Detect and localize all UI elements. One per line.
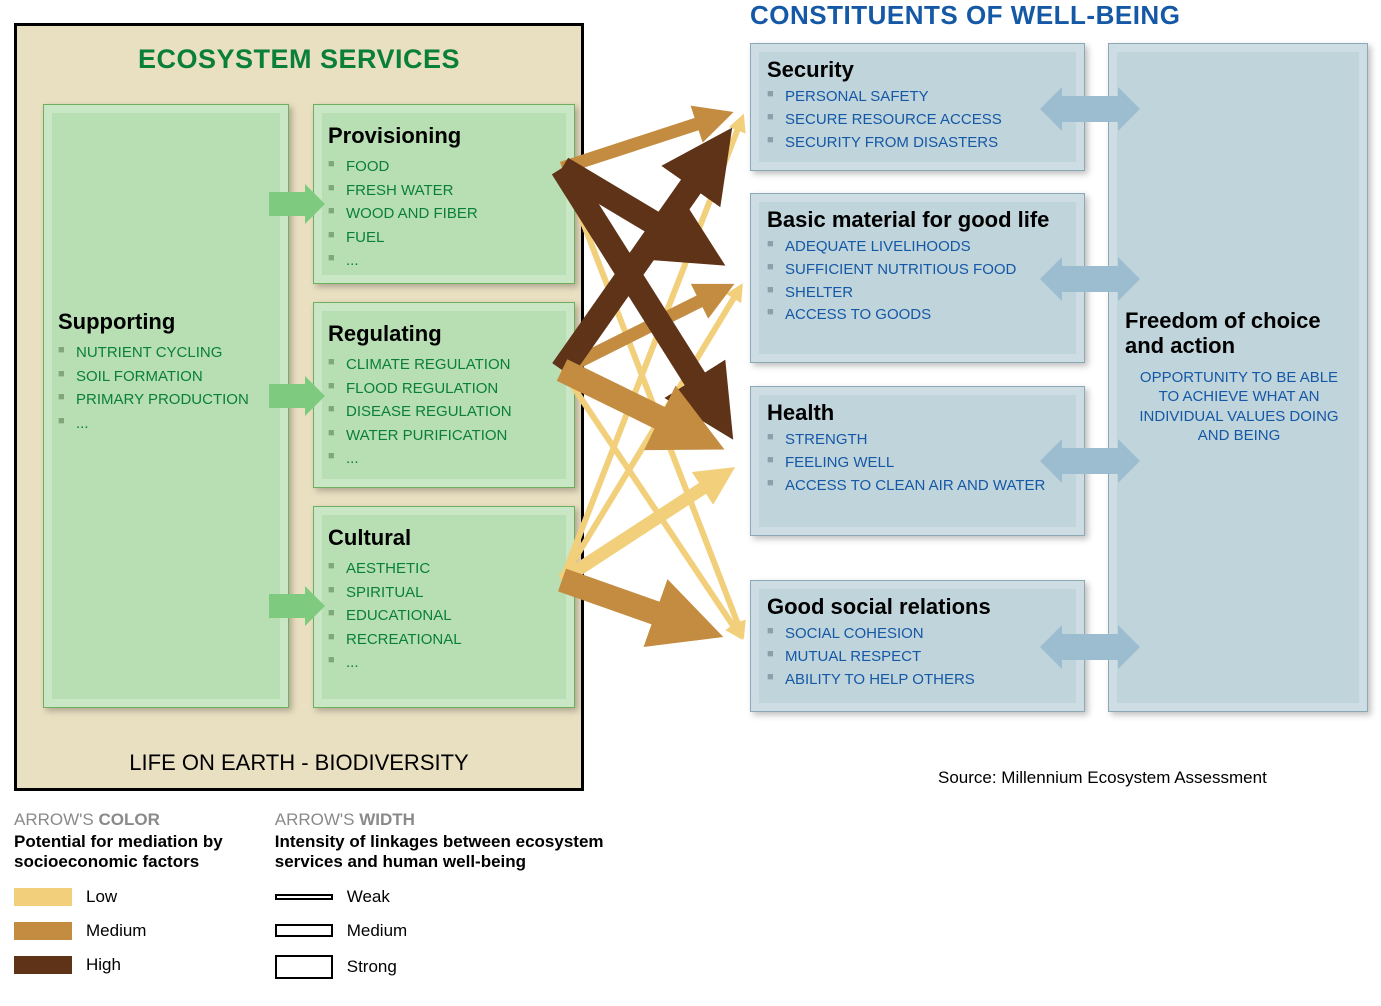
- list-item: ...: [328, 249, 560, 273]
- list-item: SECURE RESOURCE ACCESS: [767, 109, 1070, 132]
- source-label: Source: Millennium Ecosystem Assessment: [938, 768, 1267, 788]
- box-cultural: Cultural AESTHETICSPIRITUALEDUCATIONALRE…: [313, 506, 575, 708]
- health-title: Health: [767, 401, 1070, 425]
- link-arrow: [562, 290, 723, 370]
- legend-color-heading: ARROW'S COLOR: [14, 810, 270, 830]
- health-list: STRENGTHFEELING WELLACCESS TO CLEAN AIR …: [767, 429, 1070, 497]
- legend-width-sub: Intensity of linkages between ecosystem …: [275, 832, 605, 873]
- list-item: RECREATIONAL: [328, 628, 560, 652]
- box-security: Security PERSONAL SAFETYSECURE RESOURCE …: [750, 43, 1085, 171]
- material-list: ADEQUATE LIVELIHOODSSUFFICIENT NUTRITIOU…: [767, 236, 1070, 327]
- regulating-list: CLIMATE REGULATIONFLOOD REGULATIONDISEAS…: [328, 353, 560, 471]
- legend-label: Low: [86, 887, 117, 907]
- list-item: EDUCATIONAL: [328, 604, 560, 628]
- ecosystem-panel: ECOSYSTEM SERVICES Supporting NUTRIENT C…: [14, 23, 584, 791]
- list-item: SOCIAL COHESION: [767, 623, 1070, 646]
- link-arrow: [562, 119, 742, 580]
- list-item: CLIMATE REGULATION: [328, 353, 560, 377]
- legend-swatch: [14, 956, 72, 974]
- link-arrow: [562, 474, 724, 580]
- list-item: FEELING WELL: [767, 452, 1070, 475]
- list-item: STRENGTH: [767, 429, 1070, 452]
- legend: ARROW'S COLOR Potential for mediation by…: [14, 810, 614, 993]
- supporting-title: Supporting: [58, 309, 274, 335]
- biodiversity-label: LIFE ON EARTH - BIODIVERSITY: [17, 750, 581, 776]
- list-item: ABILITY TO HELP OTHERS: [767, 669, 1070, 692]
- list-item: ...: [328, 447, 560, 471]
- security-title: Security: [767, 58, 1070, 82]
- list-item: ...: [58, 412, 274, 436]
- list-item: MUTUAL RESPECT: [767, 646, 1070, 669]
- list-item: SECURITY FROM DISASTERS: [767, 132, 1070, 155]
- list-item: AESTHETIC: [328, 557, 560, 581]
- provisioning-list: FOODFRESH WATERWOOD AND FIBERFUEL...: [328, 155, 560, 273]
- list-item: ...: [328, 651, 560, 675]
- legend-color-sub: Potential for mediation by socioeconomic…: [14, 832, 270, 873]
- legend-color-row: High: [14, 955, 270, 975]
- box-freedom: Freedom of choice and action OPPORTUNITY…: [1108, 43, 1368, 712]
- list-item: ACCESS TO GOODS: [767, 304, 1070, 327]
- legend-color-row: Low: [14, 887, 270, 907]
- box-material: Basic material for good life ADEQUATE LI…: [750, 193, 1085, 363]
- list-item: SUFFICIENT NUTRITIOUS FOOD: [767, 259, 1070, 282]
- list-item: SHELTER: [767, 282, 1070, 305]
- link-arrow: [562, 288, 740, 580]
- regulating-title: Regulating: [328, 321, 560, 347]
- list-item: NUTRIENT CYCLING: [58, 341, 274, 365]
- legend-swatch: [14, 922, 72, 940]
- list-item: ACCESS TO CLEAN AIR AND WATER: [767, 475, 1070, 498]
- legend-label: Medium: [86, 921, 146, 941]
- legend-label: Medium: [347, 921, 407, 941]
- link-arrow: [562, 168, 742, 634]
- list-item: WATER PURIFICATION: [328, 424, 560, 448]
- legend-rect: [275, 924, 333, 937]
- box-supporting: Supporting NUTRIENT CYCLINGSOIL FORMATIO…: [43, 104, 289, 708]
- list-item: FUEL: [328, 226, 560, 250]
- legend-color-row: Medium: [14, 921, 270, 941]
- box-provisioning: Provisioning FOODFRESH WATERWOOD AND FIB…: [313, 104, 575, 284]
- list-item: ADEQUATE LIVELIHOODS: [767, 236, 1070, 259]
- legend-label: Strong: [347, 957, 397, 977]
- link-arrow: [562, 147, 718, 370]
- legend-width-row: Medium: [275, 921, 605, 941]
- legend-width-heading: ARROW'S WIDTH: [275, 810, 605, 830]
- ecosystem-title: ECOSYSTEM SERVICES: [17, 44, 581, 75]
- box-health: Health STRENGTHFEELING WELLACCESS TO CLE…: [750, 386, 1085, 536]
- list-item: FOOD: [328, 155, 560, 179]
- social-list: SOCIAL COHESIONMUTUAL RESPECTABILITY TO …: [767, 623, 1070, 691]
- link-arrow: [562, 370, 739, 635]
- list-item: SPIRITUAL: [328, 581, 560, 605]
- list-item: WOOD AND FIBER: [328, 202, 560, 226]
- box-social: Good social relations SOCIAL COHESIONMUT…: [750, 580, 1085, 712]
- material-title: Basic material for good life: [767, 208, 1070, 232]
- freedom-title: Freedom of choice and action: [1125, 309, 1353, 357]
- list-item: SOIL FORMATION: [58, 365, 274, 389]
- legend-rect: [275, 894, 333, 900]
- list-item: DISEASE REGULATION: [328, 400, 560, 424]
- cultural-title: Cultural: [328, 525, 560, 551]
- legend-width-row: Weak: [275, 887, 605, 907]
- list-item: PERSONAL SAFETY: [767, 86, 1070, 109]
- legend-swatch: [14, 888, 72, 906]
- legend-width-row: Strong: [275, 955, 605, 979]
- ma-diagram: ECOSYSTEM SERVICES Supporting NUTRIENT C…: [0, 0, 1381, 1006]
- list-item: FRESH WATER: [328, 179, 560, 203]
- social-title: Good social relations: [767, 595, 1070, 619]
- security-list: PERSONAL SAFETYSECURE RESOURCE ACCESSSEC…: [767, 86, 1070, 154]
- provisioning-title: Provisioning: [328, 123, 560, 149]
- list-item: FLOOD REGULATION: [328, 377, 560, 401]
- legend-label: High: [86, 955, 121, 975]
- legend-rect: [275, 955, 333, 979]
- freedom-body: OPPORTUNITY TO BE ABLE TO ACHIEVE WHAT A…: [1125, 368, 1353, 446]
- legend-label: Weak: [347, 887, 390, 907]
- wellbeing-title: CONSTITUENTS OF WELL-BEING: [750, 0, 1180, 31]
- link-arrow: [562, 168, 720, 419]
- cultural-list: AESTHETICSPIRITUALEDUCATIONALRECREATIONA…: [328, 557, 560, 675]
- list-item: PRIMARY PRODUCTION: [58, 388, 274, 412]
- box-regulating: Regulating CLIMATE REGULATIONFLOOD REGUL…: [313, 302, 575, 488]
- supporting-list: NUTRIENT CYCLINGSOIL FORMATIONPRIMARY PR…: [58, 341, 274, 435]
- link-arrow: [562, 116, 721, 168]
